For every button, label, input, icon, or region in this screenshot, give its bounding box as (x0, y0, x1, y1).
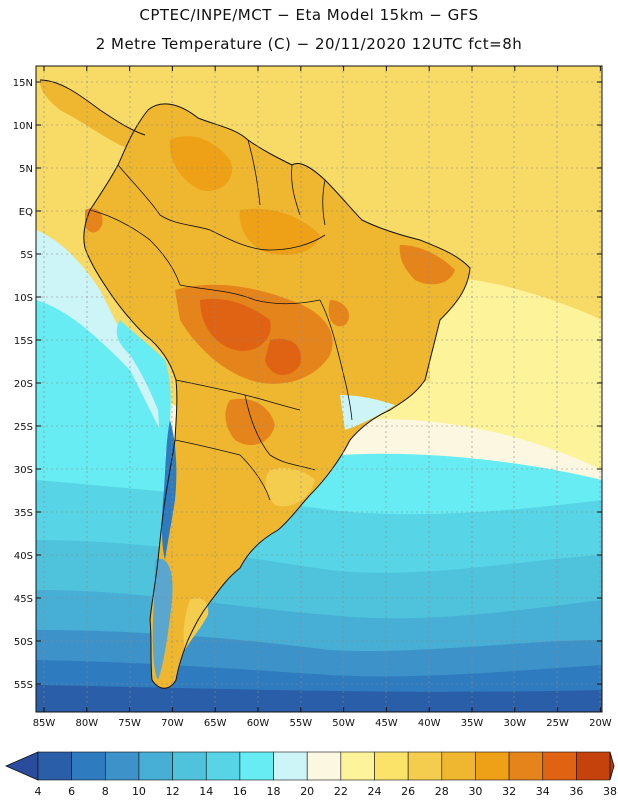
colorbar-tick-label: 8 (102, 785, 109, 798)
lon-label: 30W (503, 718, 526, 729)
lon-label: 55W (289, 718, 312, 729)
title-line-2: 2 Metre Temperature (C) − 20/11/2020 12U… (95, 35, 523, 53)
map-field (36, 66, 602, 712)
colorbar: 4 6 8 10 12 14 16 18 20 22 24 26 28 30 32 34 36 38 (5, 751, 617, 798)
lon-label: 80W (75, 718, 98, 729)
lon-label: 85W (33, 718, 56, 729)
colorbar-swatch (273, 751, 308, 781)
lon-label: 60W (247, 718, 270, 729)
lat-label: 15N (13, 78, 33, 89)
colorbar-swatch (172, 751, 207, 781)
lat-label: 5N (19, 164, 33, 175)
warm-region-north (169, 136, 232, 191)
colorbar-swatch (71, 751, 106, 781)
lon-label: 65W (204, 718, 227, 729)
colorbar-swatch (508, 751, 544, 781)
colorbar-swatch (407, 751, 443, 781)
lon-label: 50W (332, 718, 355, 729)
colorbar-swatch (475, 751, 510, 781)
lat-label: 20S (14, 379, 33, 390)
lat-label: 50S (14, 637, 33, 648)
colorbar-tick-label: 6 (68, 785, 75, 798)
colorbar-tick-label: 34 (536, 785, 550, 798)
colorbar-swatch (138, 751, 173, 781)
lat-label: 30S (14, 465, 33, 476)
lon-label: 25W (546, 718, 569, 729)
lon-label: 40W (418, 718, 441, 729)
lon-label: 75W (118, 718, 141, 729)
lat-label: 40S (14, 551, 33, 562)
colorbar-swatch (542, 751, 577, 781)
colorbar-tick-label: 14 (199, 785, 213, 798)
andes-cold (116, 320, 171, 470)
lat-label: 25S (14, 422, 33, 433)
colorbar-swatch (37, 751, 72, 781)
colorbar-tick-label: 16 (233, 785, 247, 798)
lon-label: 35W (461, 718, 484, 729)
patagonia-cool (152, 558, 173, 680)
colorbar-tick-label: 18 (267, 785, 281, 798)
colorbar-tick-label: 28 (435, 785, 449, 798)
colorbar-swatch (441, 751, 476, 781)
colorbar-tick-label: 30 (468, 785, 482, 798)
south-america-land (83, 103, 470, 689)
colorbar-low-arrow (5, 751, 39, 781)
country-borders (89, 139, 353, 501)
colorbar-swatch (239, 751, 274, 781)
graticule (36, 66, 602, 712)
lat-label: 45S (14, 594, 33, 605)
colorbar-high-arrow (609, 751, 615, 781)
lat-label: EQ (19, 207, 33, 218)
colorbar-tick-label: 12 (166, 785, 180, 798)
colorbar-tick-label: 24 (368, 785, 382, 798)
lat-label: 15S (14, 336, 33, 347)
colorbar-swatch (105, 751, 140, 781)
colorbar-swatch (374, 751, 409, 781)
colorbar-swatch (340, 751, 375, 781)
coastline (83, 103, 471, 689)
colorbar-tick-label: 4 (35, 785, 42, 798)
colorbar-tick-label: 20 (300, 785, 314, 798)
title-line-1: CPTEC/INPE/MCT − Eta Model 15km − GFS (139, 6, 479, 24)
lat-label: 35S (14, 508, 33, 519)
lon-label: 20W (589, 718, 612, 729)
colorbar-swatch (576, 751, 611, 781)
colorbar-tick-label: 32 (502, 785, 516, 798)
central-america-land (40, 80, 145, 147)
lon-label: 45W (375, 718, 398, 729)
lat-label: 5S (20, 250, 33, 261)
lat-label: 55S (14, 680, 33, 691)
colorbar-tick-label: 22 (334, 785, 348, 798)
lat-label: 10N (13, 121, 33, 132)
colorbar-tick-label: 38 (603, 785, 617, 798)
colorbar-swatch (306, 751, 342, 781)
lat-label: 10S (14, 293, 33, 304)
colorbar-tick-label: 26 (401, 785, 415, 798)
map-frame (35, 65, 603, 713)
colorbar-tick-label: 36 (569, 785, 583, 798)
colorbar-tick-label: 10 (132, 785, 146, 798)
colorbar-swatch (205, 751, 241, 781)
lon-label: 70W (161, 718, 184, 729)
